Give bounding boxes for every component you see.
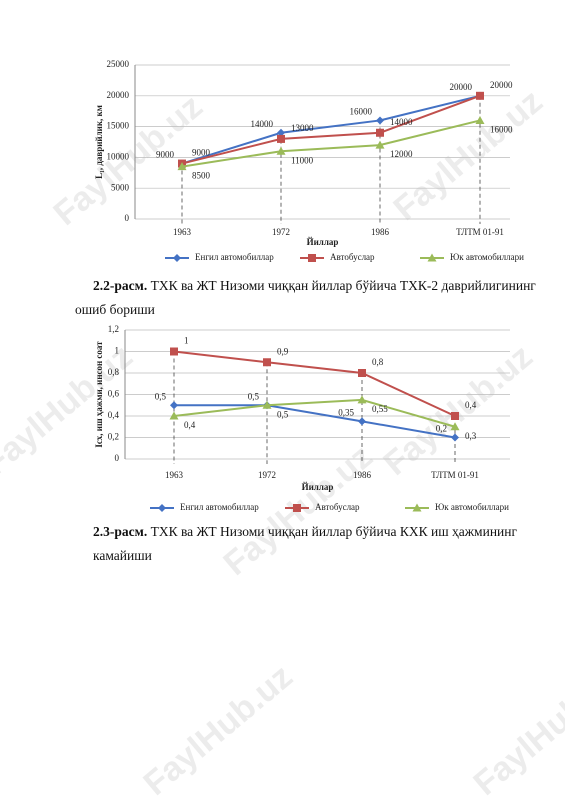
- y-tick-label: 0,6: [108, 389, 120, 399]
- data-label: 0,5: [277, 409, 289, 419]
- marker: [412, 503, 422, 512]
- marker: [308, 254, 316, 262]
- marker: [158, 504, 166, 512]
- series-line: [181, 94, 481, 165]
- x-tick-label: 1986: [371, 227, 390, 237]
- y-tick-label: 0: [115, 453, 120, 463]
- x-axis-label: Йиллар: [302, 482, 334, 492]
- y-tick-label: 0: [125, 213, 130, 223]
- data-label: 16000: [490, 125, 513, 135]
- marker: [451, 412, 459, 420]
- y-tick-label: 20000: [107, 90, 130, 100]
- marker: [375, 140, 385, 149]
- legend-label: Енгил автомобиллар: [195, 252, 274, 262]
- legend-label: Юк автомобиллари: [450, 252, 524, 262]
- series-line: [174, 404, 456, 439]
- marker: [358, 369, 366, 377]
- marker: [276, 146, 286, 155]
- marker: [451, 433, 459, 442]
- series-line: [181, 94, 481, 165]
- marker: [277, 128, 285, 137]
- y-axis-label: Iсх, иш ҳажми, инсон соат: [94, 341, 104, 448]
- data-label: 0,4: [184, 420, 196, 430]
- caption: 2.3-расм. ТХК ва ЖТ Низоми чиққан йиллар…: [93, 520, 523, 568]
- marker: [450, 422, 460, 431]
- x-tick-label: 1972: [272, 227, 290, 237]
- x-tick-label: 1972: [258, 470, 276, 480]
- marker: [476, 91, 484, 100]
- caption: 2.2-расм. ТХК ва ЖТ Низоми чиққан йиллар…: [75, 274, 540, 322]
- legend-label: Автобуслар: [330, 252, 375, 262]
- y-tick-label: 0,4: [108, 410, 120, 420]
- watermark: FaylHub.uz: [136, 657, 299, 800]
- marker: [376, 128, 384, 137]
- x-axis-label: Йиллар: [307, 237, 339, 247]
- data-label: 14000: [390, 117, 413, 127]
- marker: [475, 115, 485, 124]
- y-tick-label: 25000: [107, 59, 130, 69]
- series-line: [173, 398, 456, 428]
- data-label: 9000: [192, 148, 211, 158]
- marker: [358, 417, 366, 426]
- data-label: 12000: [390, 149, 413, 159]
- x-tick-label: ТЛТМ 01-91: [456, 227, 504, 237]
- x-tick-label: 1963: [165, 470, 184, 480]
- caption-text: ТХК ва ЖТ Низоми чиққан йиллар бўйича ТХ…: [75, 278, 536, 317]
- x-tick-label: ТЛТМ 01-91: [431, 470, 479, 480]
- data-label: 16000: [350, 107, 373, 117]
- marker: [173, 254, 181, 262]
- marker: [427, 253, 437, 262]
- caption-text: ТХК ва ЖТ Низоми чиққан йиллар бўйича КХ…: [93, 524, 518, 563]
- marker: [263, 358, 271, 367]
- marker: [170, 347, 178, 356]
- y-axis-label: L₁, даврийлик, км: [94, 105, 104, 179]
- data-label: 13000: [291, 123, 314, 133]
- data-label: 0,9: [277, 346, 289, 356]
- legend-label: Енгил автомобиллар: [180, 502, 259, 512]
- data-label: 0,3: [465, 431, 477, 441]
- series-line: [173, 350, 456, 417]
- y-tick-label: 1,2: [108, 324, 119, 334]
- data-label: 0,2: [436, 424, 447, 434]
- data-label: 0,55: [372, 404, 388, 414]
- series-line: [181, 119, 481, 168]
- marker: [277, 134, 285, 143]
- legend-label: Юк автомобиллари: [435, 502, 509, 512]
- data-label: 0,8: [372, 357, 384, 367]
- y-tick-label: 0,2: [108, 432, 119, 442]
- data-label: 9000: [156, 150, 175, 160]
- marker: [177, 162, 187, 171]
- data-label: 1: [184, 336, 189, 346]
- caption-label: 2.3-расм.: [93, 524, 148, 539]
- y-tick-label: 5000: [111, 182, 130, 192]
- data-label: 11000: [291, 155, 314, 165]
- y-tick-label: 1: [115, 346, 120, 356]
- marker: [376, 116, 384, 125]
- x-tick-label: 1963: [173, 227, 192, 237]
- data-label: 14000: [251, 119, 274, 129]
- data-label: 0,35: [338, 407, 354, 417]
- x-tick-label: 1986: [353, 470, 372, 480]
- marker: [170, 401, 178, 410]
- y-tick-label: 10000: [107, 151, 130, 161]
- marker: [293, 504, 301, 512]
- data-label: 20000: [450, 82, 473, 92]
- marker: [169, 411, 179, 420]
- data-label: 0,5: [155, 391, 167, 401]
- data-label: 20000: [490, 80, 513, 90]
- marker: [357, 395, 367, 404]
- data-label: 8500: [192, 171, 211, 181]
- watermark: FaylHub.uz: [466, 657, 565, 800]
- caption-label: 2.2-расм.: [93, 278, 148, 293]
- y-tick-label: 0,8: [108, 367, 120, 377]
- marker: [262, 400, 272, 409]
- legend-label: Автобуслар: [315, 502, 360, 512]
- data-label: 0,4: [465, 400, 477, 410]
- y-tick-label: 15000: [107, 121, 130, 131]
- data-label: 0,5: [248, 391, 260, 401]
